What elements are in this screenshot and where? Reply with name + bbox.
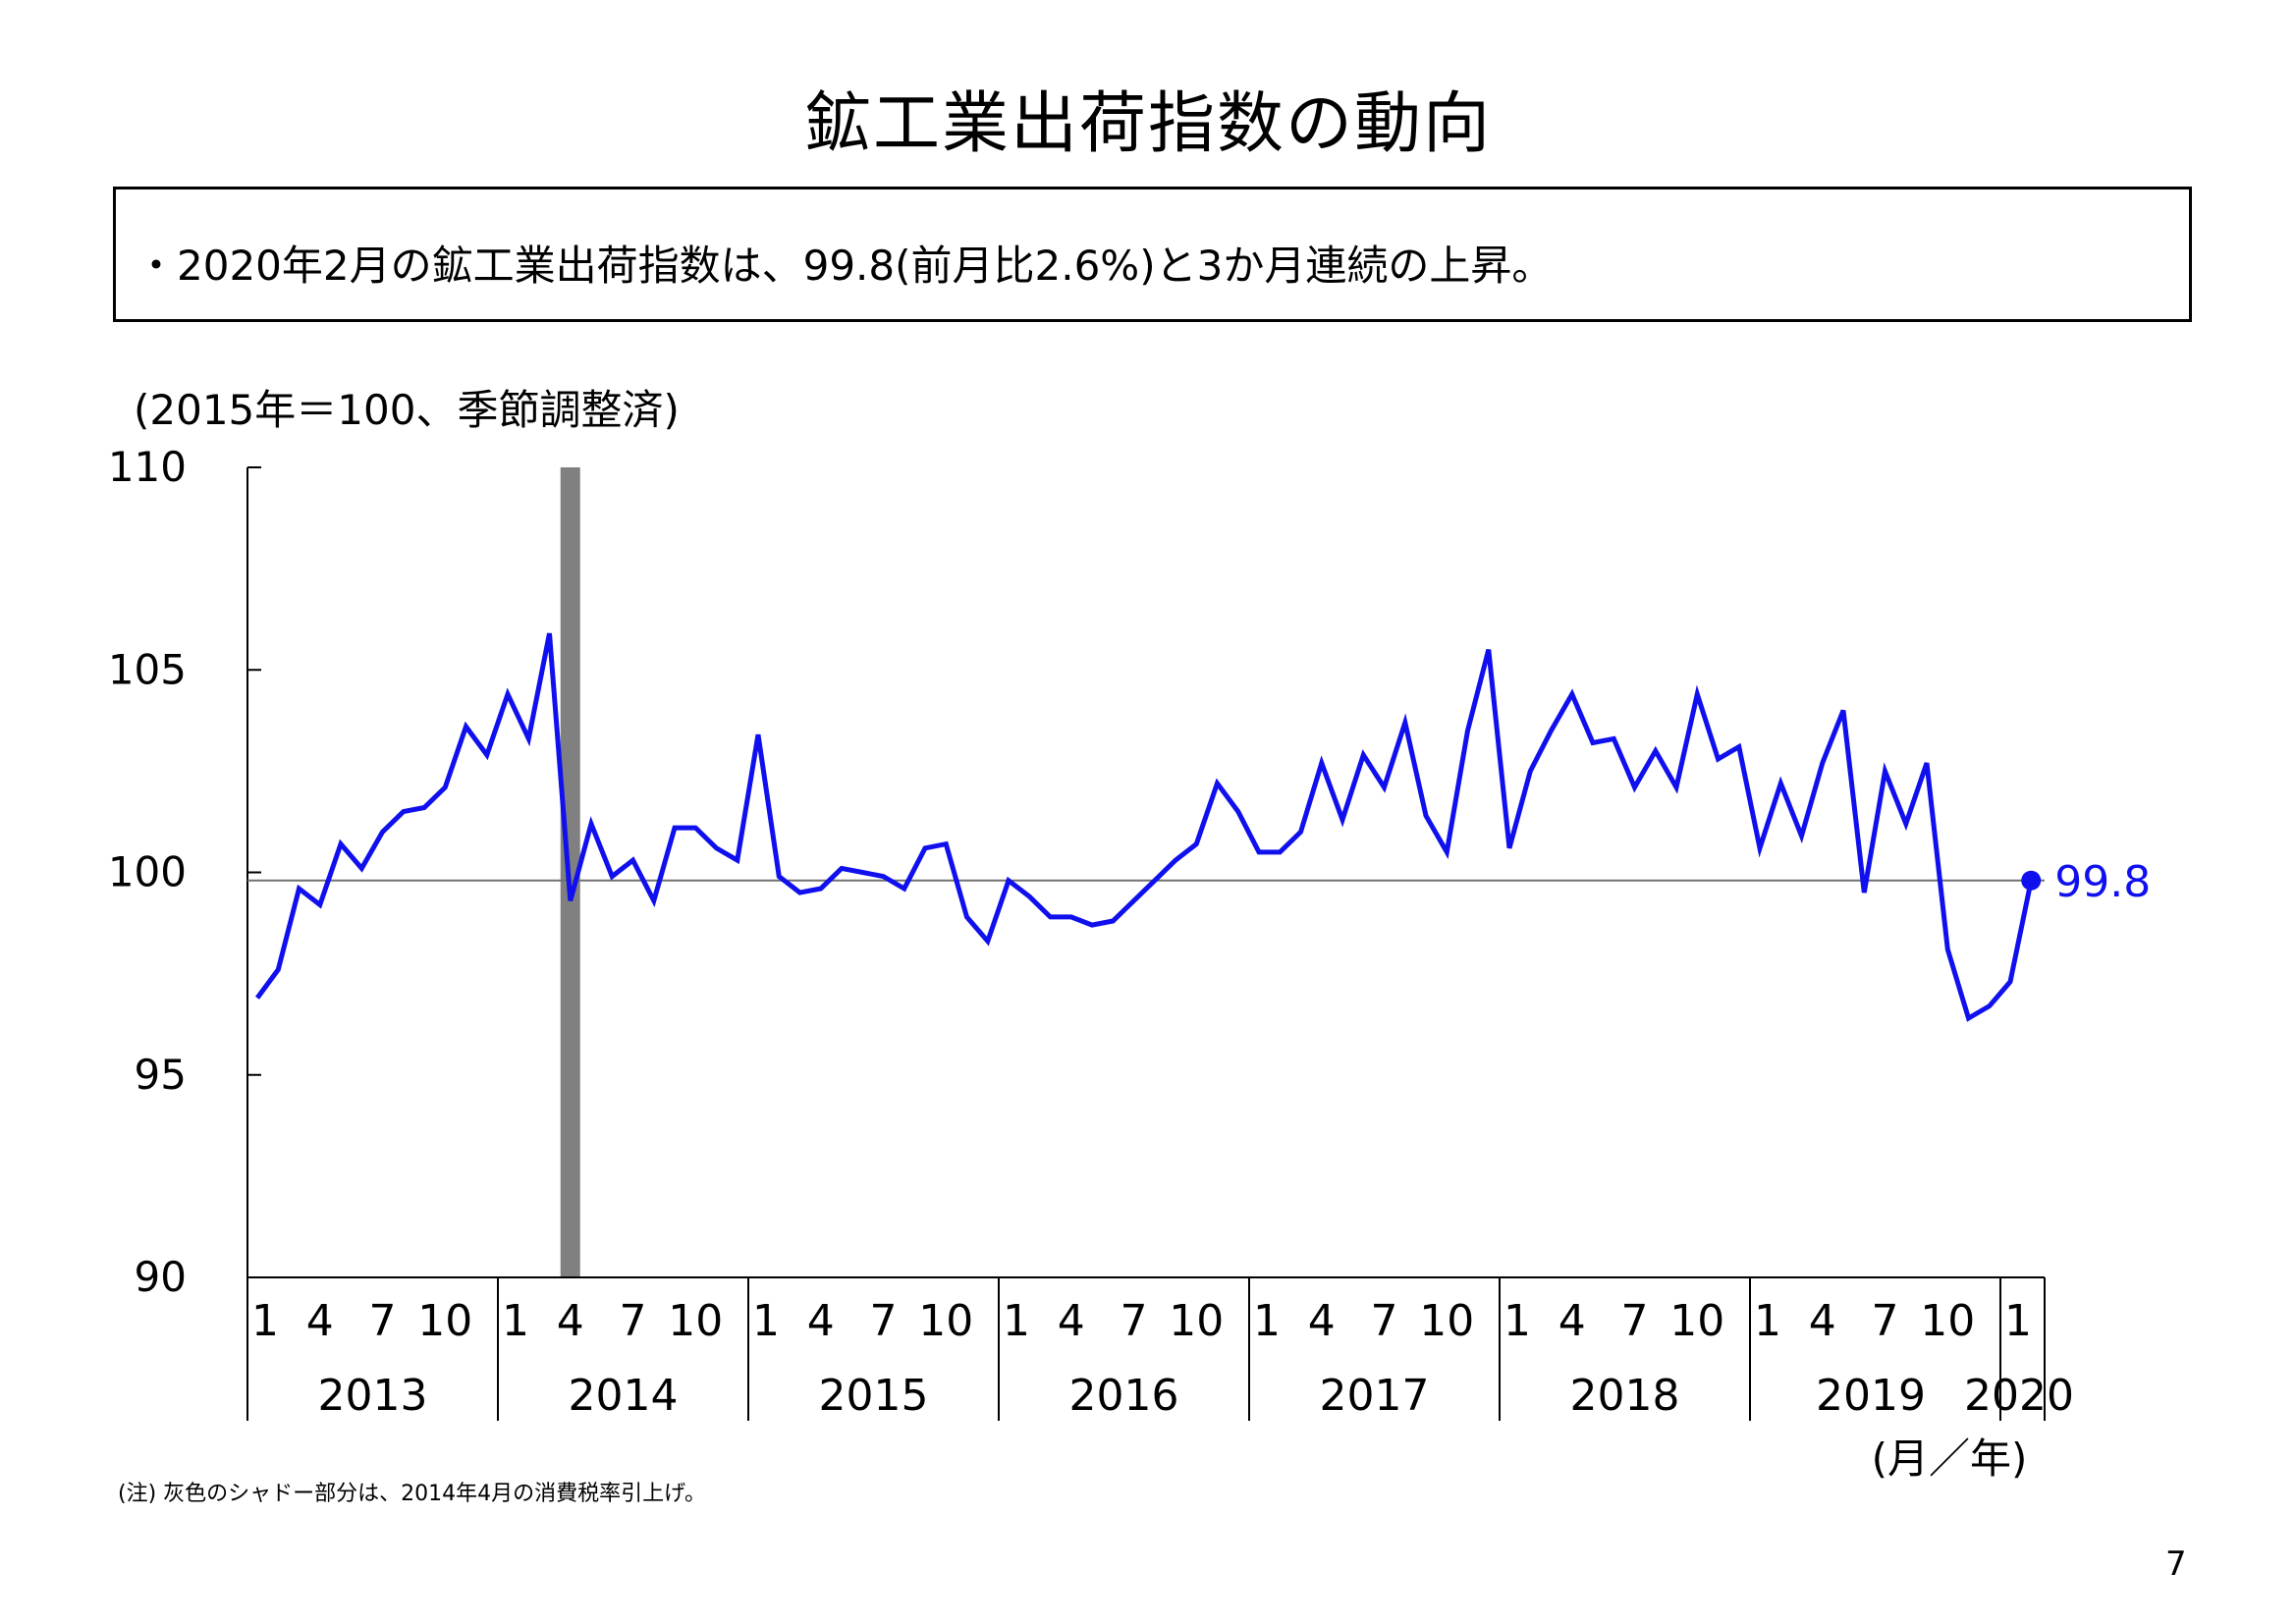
year-label: 2016 xyxy=(1069,1371,1179,1421)
year-label: 2018 xyxy=(1570,1371,1680,1421)
month-tick-label: 10 xyxy=(1169,1296,1224,1346)
year-label: 2019 xyxy=(1816,1371,1926,1421)
month-tick-label: 10 xyxy=(668,1296,723,1346)
month-tick-label: 10 xyxy=(417,1296,472,1346)
y-tick-label: 95 xyxy=(135,1051,187,1099)
month-tick-label: 7 xyxy=(1121,1296,1148,1346)
page-title: 鉱工業出荷指数の動向 xyxy=(803,85,1492,163)
last-value-label: 99.8 xyxy=(2054,857,2151,907)
month-tick-label: 4 xyxy=(807,1296,835,1346)
month-tick-label: 1 xyxy=(752,1296,780,1346)
month-tick-label: 10 xyxy=(1920,1296,1975,1346)
summary-box: ・2020年2月の鉱工業出荷指数は、99.8(前月比2.6%)と3か月連続の上昇… xyxy=(113,187,2192,322)
month-tick-label: 7 xyxy=(1872,1296,1899,1346)
month-tick-label: 1 xyxy=(1003,1296,1030,1346)
month-tick-label: 7 xyxy=(870,1296,898,1346)
year-label: 2015 xyxy=(819,1371,929,1421)
month-tick-label: 4 xyxy=(306,1296,334,1346)
year-label: 2013 xyxy=(318,1371,428,1421)
month-tick-label: 4 xyxy=(1809,1296,1836,1346)
month-tick-label: 4 xyxy=(557,1296,584,1346)
month-tick-label: 1 xyxy=(2004,1296,2032,1346)
month-tick-label: 1 xyxy=(502,1296,529,1346)
month-tick-label: 7 xyxy=(620,1296,647,1346)
month-tick-label: 10 xyxy=(918,1296,973,1346)
month-tick-label: 1 xyxy=(251,1296,279,1346)
year-label: 2020 xyxy=(1964,1371,2074,1421)
summary-text: ・2020年2月の鉱工業出荷指数は、99.8(前月比2.6%)と3か月連続の上昇… xyxy=(136,242,1554,290)
page-number: 7 xyxy=(2165,1544,2187,1584)
series-line xyxy=(254,632,2034,1022)
month-tick-label: 1 xyxy=(1253,1296,1281,1346)
y-tick-label: 100 xyxy=(108,848,187,896)
month-tick-label: 4 xyxy=(1308,1296,1336,1346)
last-point-marker xyxy=(2021,870,2042,891)
month-tick-label: 10 xyxy=(1669,1296,1724,1346)
month-tick-label: 1 xyxy=(1503,1296,1531,1346)
month-tick-label: 7 xyxy=(1371,1296,1398,1346)
month-tick-label: 7 xyxy=(369,1296,397,1346)
month-tick-label: 1 xyxy=(1754,1296,1781,1346)
y-tick-label: 110 xyxy=(108,443,187,491)
month-tick-label: 4 xyxy=(1058,1296,1085,1346)
footnote: (注) 灰色のシャドー部分は、2014年4月の消費税率引上げ。 xyxy=(118,1482,707,1506)
year-label: 2014 xyxy=(569,1371,679,1421)
month-tick-label: 10 xyxy=(1419,1296,1474,1346)
y-tick-label: 105 xyxy=(108,645,187,693)
month-tick-label: 4 xyxy=(1558,1296,1586,1346)
month-tick-label: 7 xyxy=(1621,1296,1649,1346)
x-axis-unit-label: (月／年) xyxy=(1872,1435,2028,1483)
y-tick-label: 90 xyxy=(135,1253,187,1301)
year-label: 2017 xyxy=(1320,1371,1430,1421)
unit-label: (2015年＝100、季節調整済) xyxy=(134,386,680,434)
